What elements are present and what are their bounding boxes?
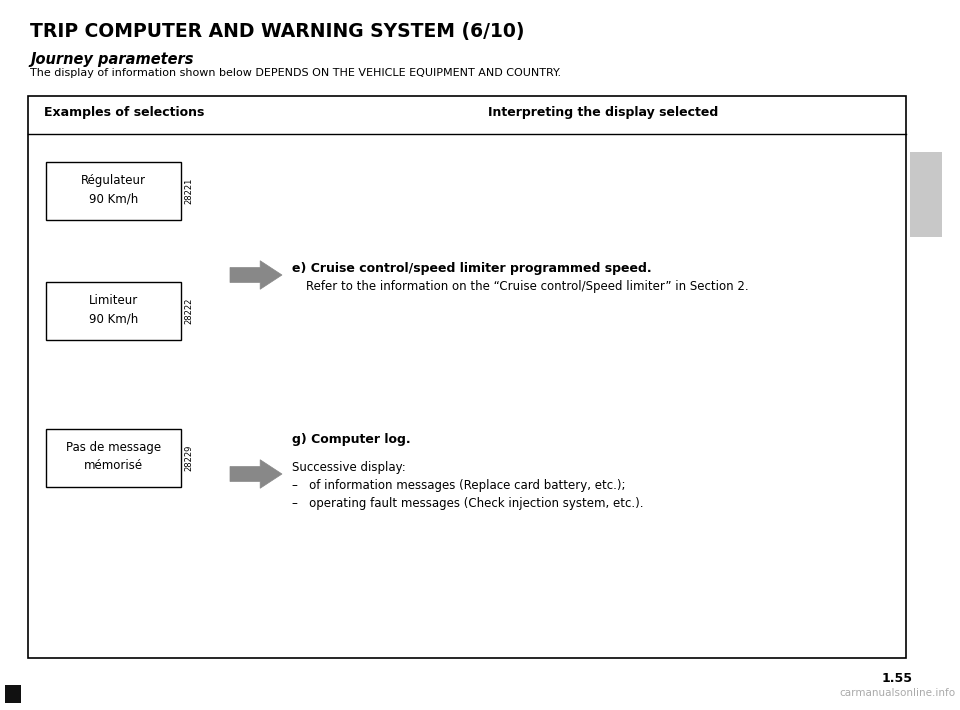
Text: –   of information messages (Replace card battery, etc.);: – of information messages (Replace card … (292, 479, 626, 492)
Text: Limiteur: Limiteur (89, 294, 138, 307)
Text: 28222: 28222 (184, 297, 194, 324)
Bar (28, 96, 906, 658)
Text: 28221: 28221 (184, 178, 194, 204)
Text: 28229: 28229 (184, 444, 194, 471)
Polygon shape (230, 261, 282, 289)
Text: carmanualsonline.info: carmanualsonline.info (839, 688, 955, 698)
Text: Examples of selections: Examples of selections (44, 106, 204, 119)
Text: e) Cruise control/speed limiter programmed speed.: e) Cruise control/speed limiter programm… (292, 262, 652, 275)
Text: –   operating fault messages (Check injection system, etc.).: – operating fault messages (Check inject… (292, 497, 643, 510)
Text: Interpreting the display selected: Interpreting the display selected (488, 106, 718, 119)
Text: 90 Km/h: 90 Km/h (89, 192, 138, 205)
Bar (46, 282, 181, 340)
Bar (46, 162, 181, 220)
Text: 1.55: 1.55 (882, 672, 913, 685)
Bar (46, 429, 181, 487)
Text: Successive display:: Successive display: (292, 461, 406, 474)
Text: mémorisé: mémorisé (84, 459, 143, 472)
Text: Journey parameters: Journey parameters (30, 52, 194, 67)
Text: g) Computer log.: g) Computer log. (292, 433, 411, 446)
Text: 90 Km/h: 90 Km/h (89, 312, 138, 325)
Text: The display of information shown below DEPENDS ON THE VEHICLE EQUIPMENT AND COUN: The display of information shown below D… (30, 68, 562, 78)
Polygon shape (230, 459, 282, 488)
Bar (910, 152, 942, 237)
Bar (5, 685, 21, 703)
Text: Pas de message: Pas de message (66, 441, 161, 454)
Text: Refer to the information on the “Cruise control/Speed limiter” in Section 2.: Refer to the information on the “Cruise … (306, 280, 749, 293)
Text: TRIP COMPUTER AND WARNING SYSTEM (6/10): TRIP COMPUTER AND WARNING SYSTEM (6/10) (30, 22, 524, 41)
Text: Régulateur: Régulateur (81, 174, 146, 187)
